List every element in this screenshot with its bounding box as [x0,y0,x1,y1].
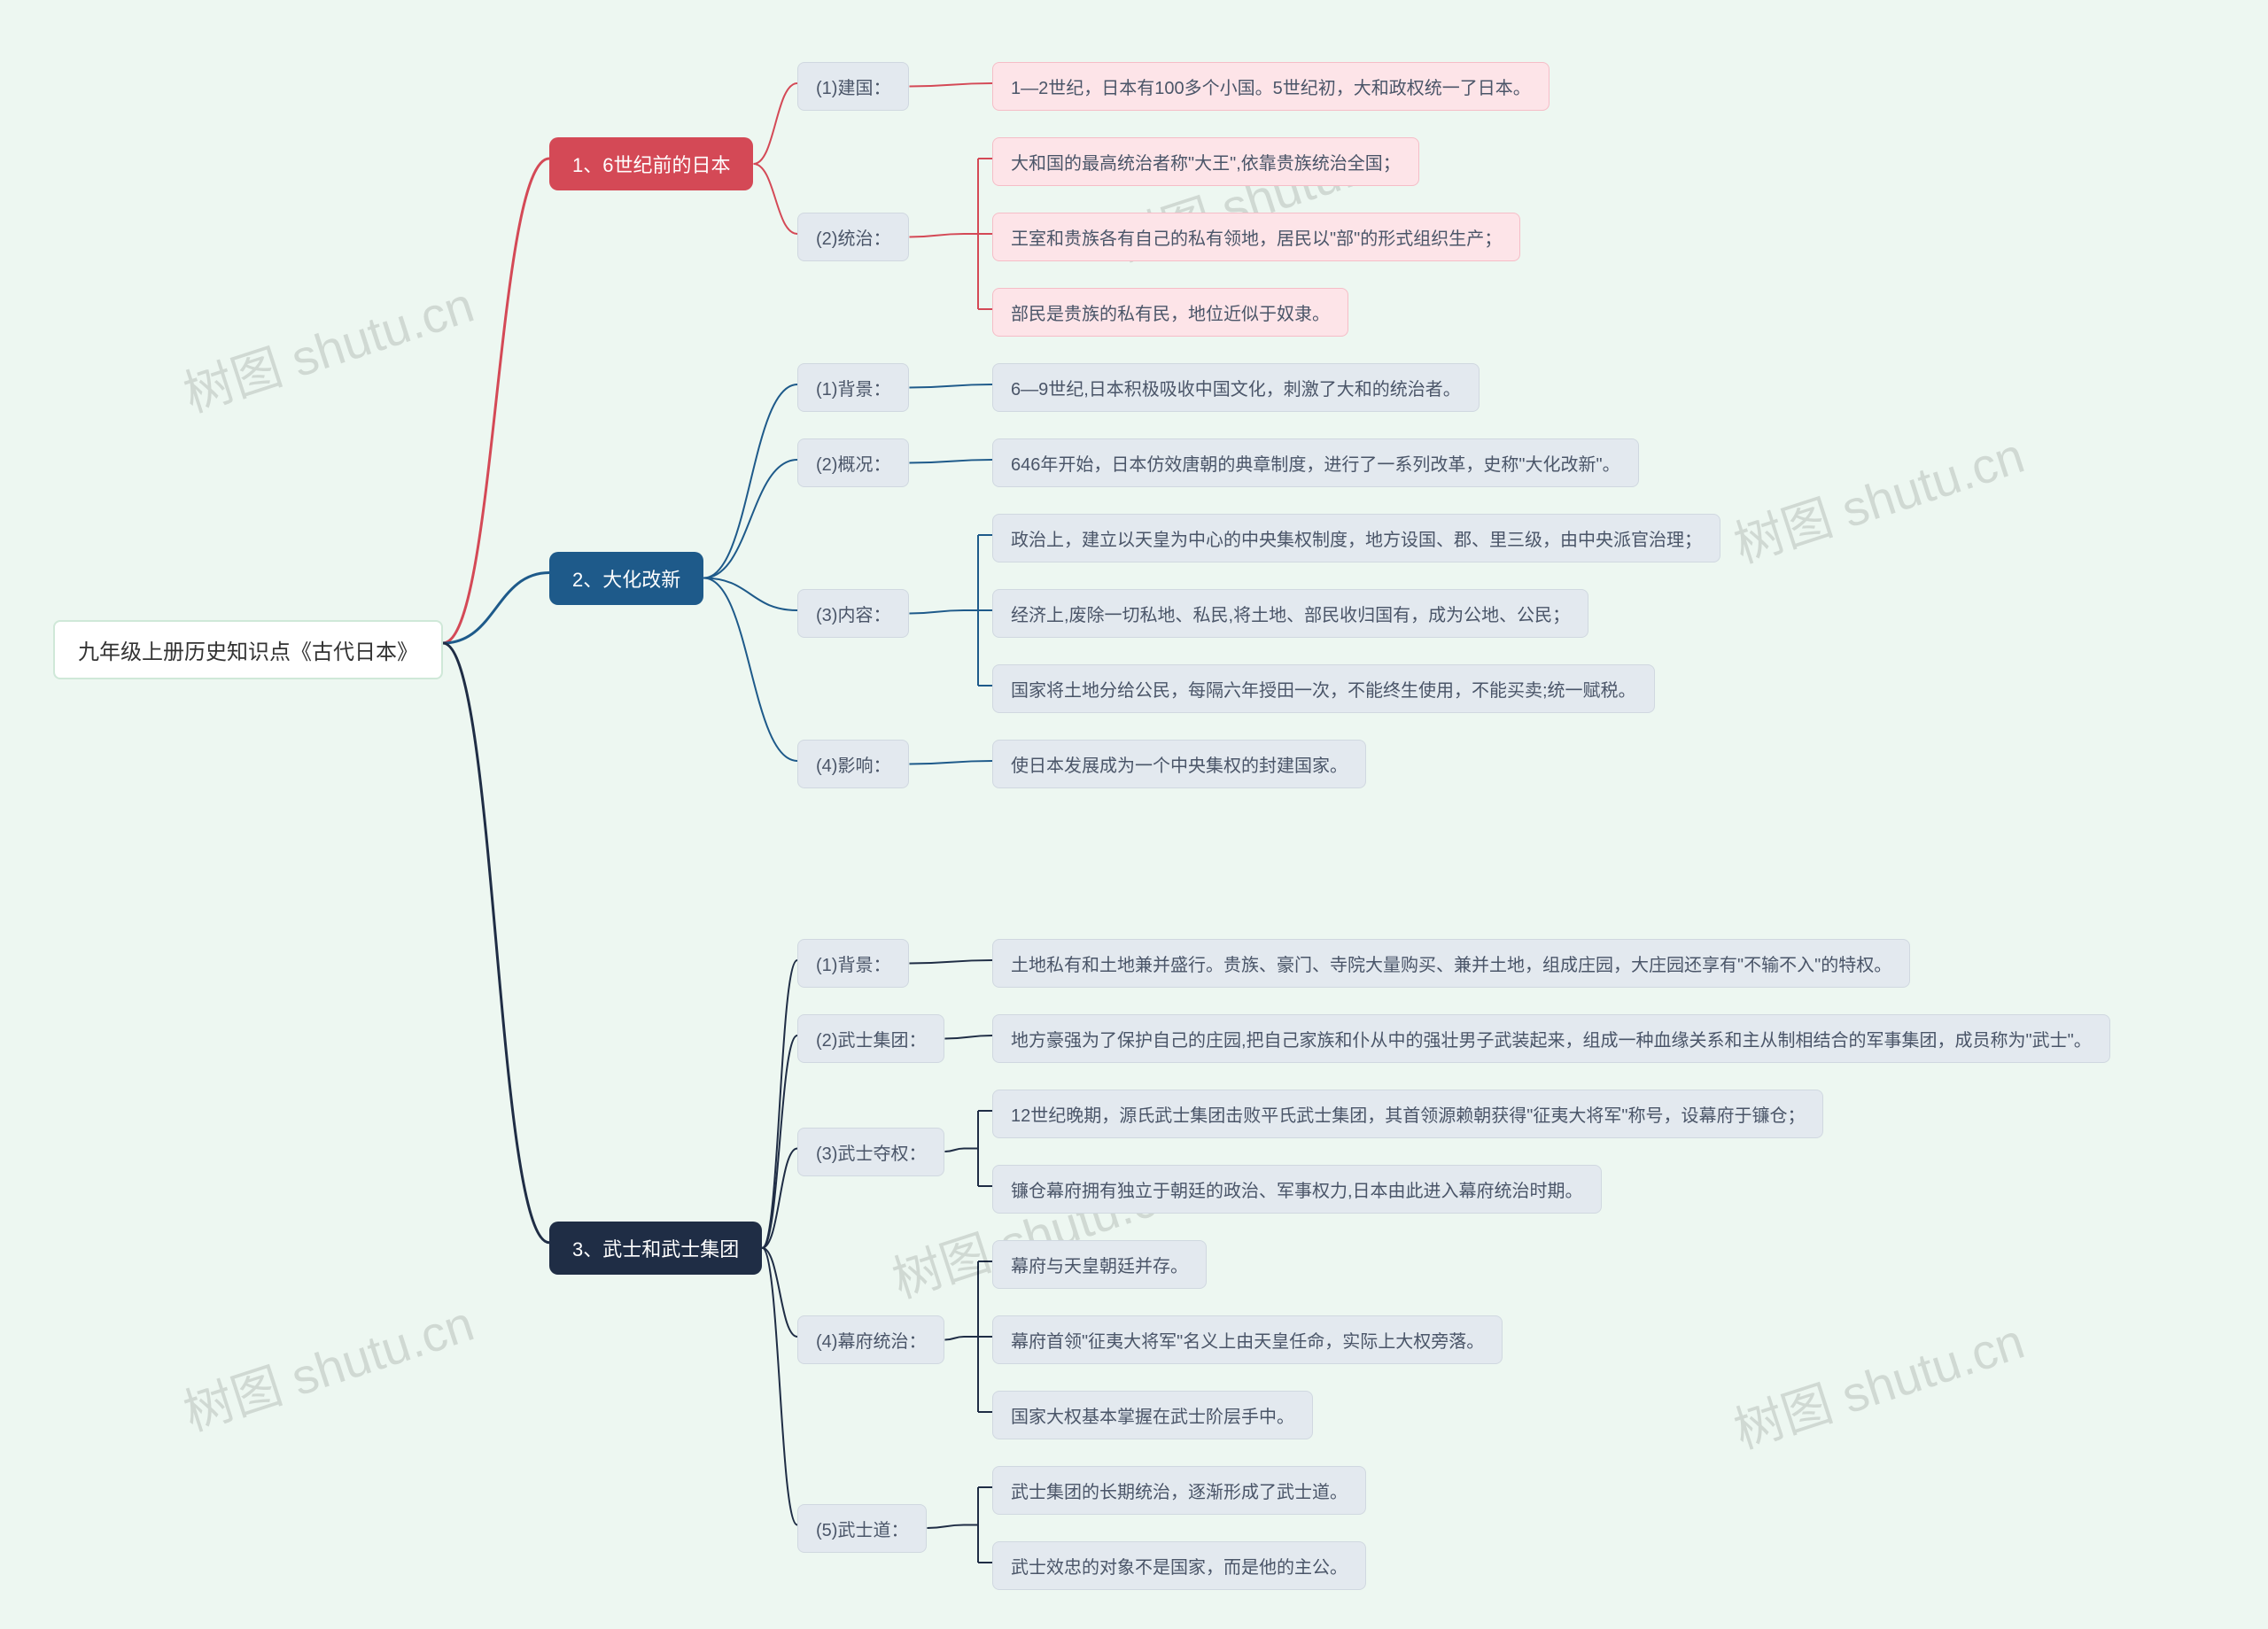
sub-label: (2)武士集团： [797,1014,944,1063]
leaf-node: 武士效忠的对象不是国家，而是他的主公。 [992,1541,1366,1590]
sub-label: (1)建国： [797,62,909,111]
leaf-node: 幕府与天皇朝廷并存。 [992,1240,1207,1289]
leaf-node: 国家大权基本掌握在武士阶层手中。 [992,1391,1313,1439]
branch-node: 3、武士和武士集团 [549,1222,762,1275]
leaf-node: 土地私有和土地兼并盛行。贵族、豪门、寺院大量购买、兼并土地，组成庄园，大庄园还享… [992,939,1910,988]
leaf-node: 国家将土地分给公民，每隔六年授田一次，不能终生使用，不能买卖;统一赋税。 [992,664,1655,713]
sub-label: (3)武士夺权： [797,1128,944,1176]
leaf-node: 大和国的最高统治者称"大王",依靠贵族统治全国； [992,137,1419,186]
branch-node: 2、大化改新 [549,552,703,605]
watermark: 树图 shutu.cn [1724,416,2032,578]
leaf-node: 646年开始，日本仿效唐朝的典章制度，进行了一系列改革，史称"大化改新"。 [992,438,1639,487]
leaf-node: 6—9世纪,日本积极吸收中国文化，刺激了大和的统治者。 [992,363,1480,412]
leaf-node: 使日本发展成为一个中央集权的封建国家。 [992,740,1366,788]
sub-label: (3)内容： [797,589,909,638]
branch-node: 1、6世纪前的日本 [549,137,753,190]
sub-label: (2)统治： [797,213,909,261]
watermark: 树图 shutu.cn [174,1284,482,1446]
leaf-node: 1—2世纪，日本有100多个小国。5世纪初，大和政权统一了日本。 [992,62,1550,111]
sub-label: (4)影响： [797,740,909,788]
sub-label: (4)幕府统治： [797,1315,944,1364]
leaf-node: 王室和贵族各有自己的私有领地，居民以"部"的形式组织生产； [992,213,1520,261]
watermark: 树图 shutu.cn [1724,1302,2032,1463]
sub-label: (5)武士道： [797,1504,927,1553]
leaf-node: 武士集团的长期统治，逐渐形成了武士道。 [992,1466,1366,1515]
watermark: 树图 shutu.cn [174,266,482,427]
leaf-node: 部民是贵族的私有民，地位近似于奴隶。 [992,288,1348,337]
sub-label: (1)背景： [797,363,909,412]
leaf-node: 12世纪晚期，源氏武士集团击败平氏武士集团，其首领源赖朝获得"征夷大将军"称号，… [992,1090,1823,1138]
sub-label: (1)背景： [797,939,909,988]
leaf-node: 地方豪强为了保护自己的庄园,把自己家族和仆从中的强壮男子武装起来，组成一种血缘关… [992,1014,2110,1063]
root-node: 九年级上册历史知识点《古代日本》 [53,620,443,679]
root-label: 九年级上册历史知识点《古代日本》 [78,634,418,665]
leaf-node: 幕府首领"征夷大将军"名义上由天皇任命，实际上大权旁落。 [992,1315,1503,1364]
leaf-node: 政治上，建立以天皇为中心的中央集权制度，地方设国、郡、里三级，由中央派官治理； [992,514,1720,562]
sub-label: (2)概况： [797,438,909,487]
leaf-node: 经济上,废除一切私地、私民,将土地、部民收归国有，成为公地、公民； [992,589,1588,638]
leaf-node: 镰仓幕府拥有独立于朝廷的政治、军事权力,日本由此进入幕府统治时期。 [992,1165,1602,1214]
